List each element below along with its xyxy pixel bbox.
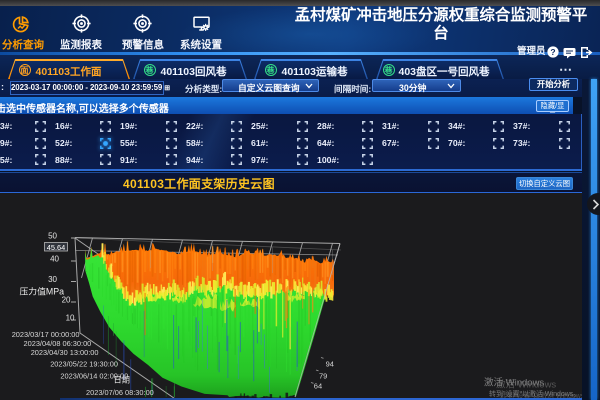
svg-text:激活 Windows: 激活 Windows bbox=[496, 379, 556, 391]
svg-text:94: 94 bbox=[326, 360, 334, 369]
svg-text:64: 64 bbox=[314, 382, 322, 391]
svg-text:?: ? bbox=[550, 47, 555, 57]
svg-text:激活 Windows: 激活 Windows bbox=[484, 377, 544, 389]
svg-text:45.64: 45.64 bbox=[47, 243, 66, 252]
svg-text:79: 79 bbox=[319, 371, 327, 380]
svg-text:转到"设置"以激活 Windows。: 转到"设置"以激活 Windows。 bbox=[500, 391, 582, 400]
svg-text:2023/05/22 19:30:00: 2023/05/22 19:30:00 bbox=[50, 360, 118, 369]
svg-text:2023/04/08 06:30:00: 2023/04/08 06:30:00 bbox=[23, 339, 91, 348]
svg-text:10: 10 bbox=[66, 314, 75, 323]
svg-text:20: 20 bbox=[62, 296, 71, 305]
svg-text:2023/07/06 08:30:00: 2023/07/06 08:30:00 bbox=[86, 388, 154, 397]
svg-text:日期: 日期 bbox=[114, 376, 130, 385]
svg-text:30: 30 bbox=[48, 275, 57, 284]
svg-text:40: 40 bbox=[50, 255, 59, 264]
svg-text:转到"设置"以激活 Windows。: 转到"设置"以激活 Windows。 bbox=[489, 389, 580, 398]
svg-text:压力值MPa: 压力值MPa bbox=[20, 286, 65, 297]
svg-text:2023/04/30 13:00:00: 2023/04/30 13:00:00 bbox=[31, 348, 99, 357]
svg-text:2023/06/14 02:00:00: 2023/06/14 02:00:00 bbox=[60, 371, 128, 380]
svg-text:50: 50 bbox=[48, 232, 57, 241]
svg-text:2023/03/17 00:00:00: 2023/03/17 00:00:00 bbox=[12, 330, 80, 339]
